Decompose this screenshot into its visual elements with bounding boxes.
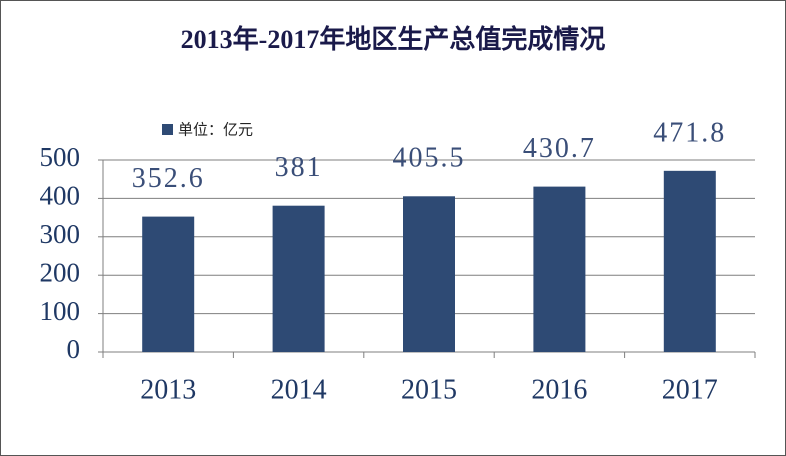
bar xyxy=(533,186,586,352)
y-tick-label: 300 xyxy=(40,219,81,249)
value-label: 471.8 xyxy=(653,117,726,148)
y-tick-label: 100 xyxy=(40,296,81,326)
x-tick-label: 2015 xyxy=(401,374,457,405)
x-tick-label: 2016 xyxy=(531,374,587,405)
bar xyxy=(403,196,455,352)
y-tick-label: 0 xyxy=(67,334,81,364)
value-label: 381 xyxy=(275,152,323,183)
y-tick-label: 200 xyxy=(40,257,81,287)
x-tick-label: 2014 xyxy=(271,374,327,405)
value-label: 352.6 xyxy=(132,163,205,194)
chart-title: 2013年-2017年地区生产总值完成情况 xyxy=(181,24,606,54)
x-tick-label: 2017 xyxy=(662,374,718,405)
bar xyxy=(142,216,195,352)
y-tick-label: 500 xyxy=(40,142,81,172)
x-tick-label: 2013 xyxy=(140,374,196,405)
bar xyxy=(272,205,325,352)
legend-swatch xyxy=(162,124,173,135)
bar xyxy=(663,170,716,352)
value-label: 430.7 xyxy=(523,133,596,164)
legend-label: 单位：亿元 xyxy=(178,121,253,139)
y-tick-label: 400 xyxy=(40,181,81,211)
value-label: 405.5 xyxy=(393,143,466,174)
